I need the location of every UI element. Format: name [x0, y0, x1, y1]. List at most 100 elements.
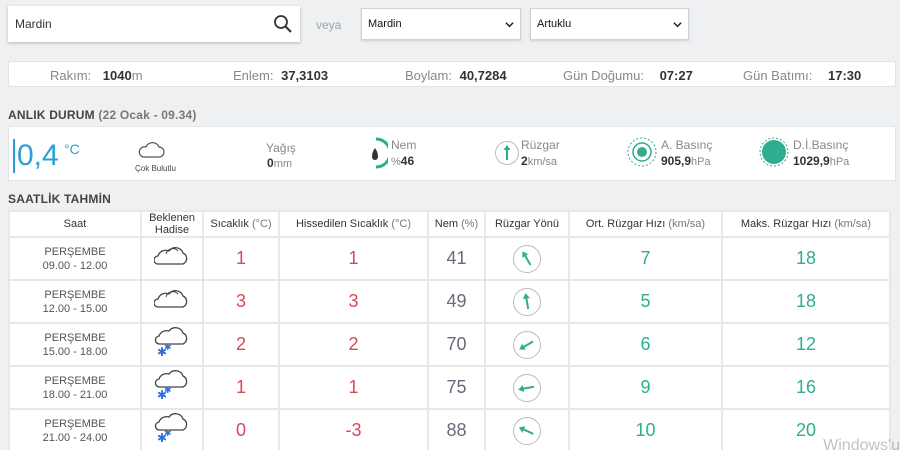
wind-label: Rüzgar [521, 138, 560, 152]
cloud-icon [153, 247, 188, 265]
row-day: PERŞEMBE [44, 245, 106, 258]
search-input[interactable] [8, 6, 258, 42]
condition-cell: ✱ ✱ [142, 410, 202, 450]
row-avg-wind: 5 [640, 291, 651, 311]
header-temp: Sıcaklık (°C) [204, 212, 278, 236]
header-condition: Beklenen Hadise [142, 212, 202, 236]
feels-cell: 3 [280, 281, 427, 322]
temp-cell: 1 [204, 367, 278, 408]
temp-cell: 3 [204, 281, 278, 322]
humidity-cell: 88 [429, 410, 484, 450]
table-row: PERŞEMBE 12.00 - 15.00 3 3 49 5 18 [10, 281, 889, 322]
sunrise-value: 07:27 [659, 68, 693, 83]
hourly-forecast-title: SAATLİK TAHMİN [8, 192, 112, 206]
province-select[interactable]: Mardin [361, 8, 521, 40]
row-day: PERŞEMBE [44, 331, 106, 344]
precip-number: 0 [267, 156, 274, 170]
row-wind-dir [486, 373, 568, 403]
table-row: PERŞEMBE 21.00 - 24.00 ✱ ✱ 0 -3 88 10 20 [10, 410, 889, 450]
svg-text:✱: ✱ [157, 345, 167, 358]
current-datetime: (22 Ocak - 09.34) [98, 108, 197, 122]
row-condition-icon: ✱ ✱ [153, 370, 191, 405]
header-max-wind-label: Maks. Rüzgar Hızı [740, 218, 832, 230]
humidity-icon [372, 137, 388, 169]
snow-cloud-icon: ✱✱ [154, 413, 188, 445]
header-time: Saat [10, 212, 140, 236]
svg-text:✱: ✱ [157, 431, 167, 444]
altitude-value: 1040 [102, 68, 132, 83]
row-range: 15.00 - 18.00 [42, 345, 108, 358]
row-range: 12.00 - 15.00 [42, 302, 108, 315]
wind-dir-cell [486, 281, 568, 322]
chevron-down-icon [505, 22, 514, 28]
altitude-info: Rakım: 1040m [50, 68, 143, 83]
table-header-row: Saat Beklenen Hadise Sıcaklık (°C) Hisse… [10, 212, 889, 236]
row-max-wind: 16 [795, 377, 817, 397]
header-wind-dir: Rüzgar Yönü [486, 212, 568, 236]
humidity-value: %46 [391, 154, 414, 168]
wind-dir-cell [486, 238, 568, 279]
sea-pressure-value: 1029,9hPa [793, 154, 849, 168]
sea-pressure-icon [759, 137, 789, 167]
pressure-number: 905,9 [661, 154, 692, 168]
header-humidity: Nem (%) [429, 212, 484, 236]
avg-wind-cell: 5 [570, 281, 721, 322]
wind-direction-arrow-icon [513, 330, 541, 359]
sunset-label: Gün Batımı: [743, 68, 813, 83]
humidity-prefix: % [391, 156, 401, 168]
header-humidity-unit: (%) [461, 218, 479, 230]
wind-direction-arrow-icon [513, 287, 541, 316]
time-cell: PERŞEMBE 09.00 - 12.00 [10, 238, 140, 279]
table-row: PERŞEMBE 18.00 - 21.00 ✱ ✱ 1 1 75 9 16 [10, 367, 889, 408]
latitude-label: Enlem: [233, 68, 274, 83]
row-day: PERŞEMBE [44, 288, 106, 301]
table-row: PERŞEMBE 15.00 - 18.00 ✱ ✱ 2 2 70 6 12 [10, 324, 889, 365]
sunrise-label: Gün Doğumu: [563, 68, 644, 83]
row-temp: 1 [235, 248, 246, 268]
row-humidity: 88 [446, 420, 467, 440]
time-cell: PERŞEMBE 12.00 - 15.00 [10, 281, 140, 322]
svg-text:✱: ✱ [164, 386, 172, 396]
sea-pressure-label: D.İ.Basınç [793, 138, 849, 152]
latitude-info: Enlem: 37,3103 [233, 68, 328, 83]
pressure-label: A. Basınç [661, 138, 713, 152]
feels-cell: -3 [280, 410, 427, 450]
row-temp: 2 [235, 334, 246, 354]
district-select[interactable]: Artuklu [530, 8, 689, 40]
time-cell: PERŞEMBE 21.00 - 24.00 [10, 410, 140, 450]
search-box [8, 6, 300, 42]
forecast-rows: PERŞEMBE 09.00 - 12.00 1 1 41 7 18 PERŞE… [10, 238, 889, 450]
row-wind-dir [486, 244, 568, 274]
current-conditions-title: ANLIK DURUM (22 Ocak - 09.34) [8, 108, 197, 122]
sunrise-info: Gün Doğumu: 07:27 [563, 68, 693, 83]
cloud-icon [138, 142, 165, 158]
precip-unit: mm [273, 158, 293, 170]
wind-direction-arrow-icon [513, 373, 541, 402]
sunset-info: Gün Batımı: 17:30 [743, 68, 861, 83]
wind-direction-arrow-icon [513, 416, 541, 445]
header-temp-unit: (°C) [251, 218, 272, 230]
windows-activation-watermark: Windows'u [823, 437, 900, 450]
search-icon[interactable] [273, 14, 293, 34]
pressure-unit: hPa [691, 156, 711, 168]
wind-arrow-icon [495, 141, 519, 165]
row-max-wind: 12 [795, 334, 817, 354]
district-select-value: Artuklu [537, 18, 572, 30]
avg-wind-cell: 7 [570, 238, 721, 279]
precip-value: 0mm [267, 156, 292, 170]
row-max-wind: 20 [795, 420, 817, 440]
header-condition-line1: Beklenen [149, 212, 195, 224]
wind-unit: km/sa [527, 156, 558, 168]
row-temp: 0 [235, 420, 246, 440]
condition-cell [142, 281, 202, 322]
altitude-label: Rakım: [50, 68, 92, 83]
row-max-wind: 18 [795, 248, 817, 268]
header-condition-line2: Hadise [154, 224, 190, 236]
wind-number: 2 [521, 154, 528, 168]
humidity-cell: 41 [429, 238, 484, 279]
longitude-label: Boylam: [405, 68, 452, 83]
row-wind-dir [486, 287, 568, 317]
table-row: PERŞEMBE 09.00 - 12.00 1 1 41 7 18 [10, 238, 889, 279]
row-avg-wind: 10 [635, 420, 656, 440]
sea-pressure-unit: hPa [829, 156, 850, 168]
